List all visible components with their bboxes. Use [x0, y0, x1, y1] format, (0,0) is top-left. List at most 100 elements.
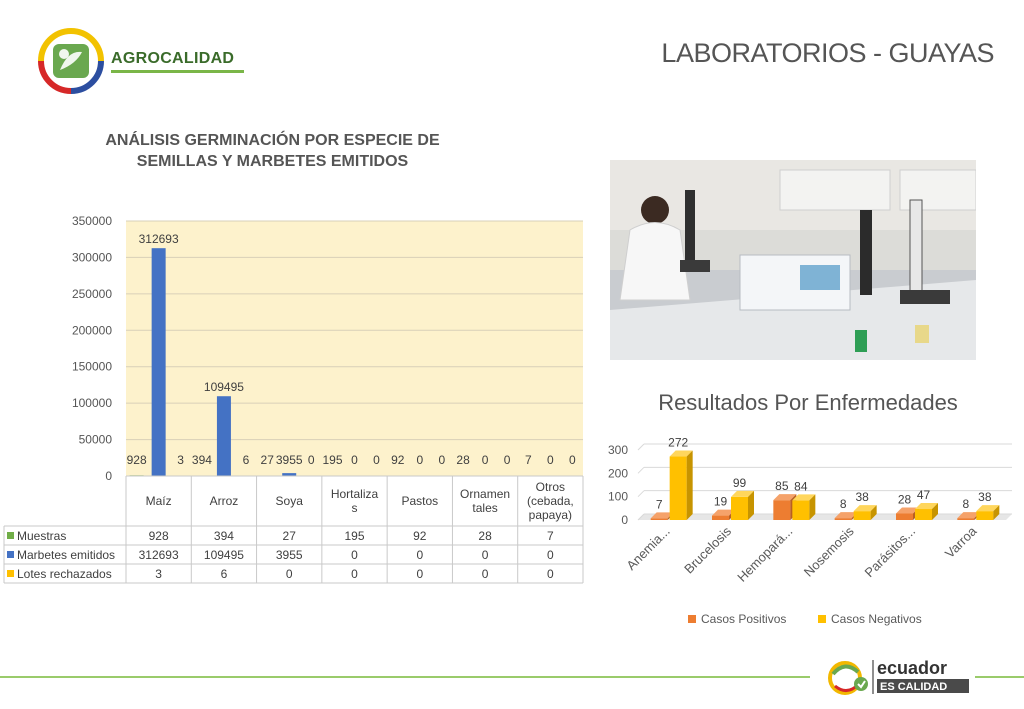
chart2-floor — [638, 514, 1012, 520]
chart1-category-label: papaya) — [529, 508, 572, 522]
chart2-bar-negativos — [669, 450, 693, 520]
chart2-bar-top — [853, 505, 877, 512]
chart2-bar-top — [792, 494, 816, 501]
chart2-bar-front — [853, 511, 871, 520]
chart2-data-label: 85 — [775, 479, 789, 493]
chart2-bar-negativos — [792, 494, 816, 520]
chart1-table-cell: 0 — [482, 548, 489, 562]
svg-text:ecuador: ecuador — [877, 658, 947, 678]
chart1-bar-marbetes — [282, 473, 297, 476]
chart1-table-cell: 195 — [344, 529, 364, 543]
chart1-y-tick-label: 150000 — [72, 360, 112, 374]
footer-rule-right — [975, 676, 1024, 678]
chart1-data-label: 0 — [504, 453, 511, 467]
chart1-table-cell: 0 — [351, 567, 358, 581]
chart1-category-label: Maíz — [146, 494, 172, 508]
chart2-bar-front — [731, 496, 748, 520]
chart1-data-label: 195 — [322, 453, 342, 467]
lab-photo — [610, 160, 976, 360]
chart2-bar-top — [834, 512, 858, 519]
chart1-category-label: Pastos — [401, 494, 438, 508]
chart2-bar-negativos — [731, 490, 754, 520]
chart1-category-label: Arroz — [210, 494, 239, 508]
chart2-data-label: 7 — [656, 497, 663, 511]
chart1-table-cell: 7 — [547, 529, 554, 543]
chart1-bar-marbetes — [151, 248, 166, 476]
chart2-data-label: 8 — [840, 497, 847, 511]
chart1-category-label: Hortaliza — [331, 487, 379, 501]
chart2-data-label: 19 — [714, 495, 728, 509]
chart2-bar-top — [669, 450, 693, 457]
brand-name: AGROCALIDAD — [111, 50, 235, 67]
ecuador-es-calidad-logo-icon: ecuador ES CALIDAD — [828, 658, 969, 695]
chart2-bar-front — [712, 515, 729, 520]
chart1-data-label: 3955 — [276, 453, 303, 467]
footer-rule — [0, 676, 810, 678]
chart1-data-label: 28 — [456, 453, 470, 467]
chart2-title: Resultados Por Enfermedades — [658, 390, 958, 415]
chart2-bar-side — [686, 450, 693, 520]
chart2-y-tick-label: 100 — [608, 490, 628, 504]
chart2-data-label: 38 — [855, 490, 869, 504]
chart2-gridline — [637, 490, 645, 498]
chart1-category-label: s — [352, 501, 358, 515]
chart2-y-tick-label: 200 — [608, 466, 628, 480]
chart2-bar-side — [993, 505, 1000, 520]
chart1-plot-area — [126, 221, 583, 476]
chart1-table-cell: 0 — [416, 548, 423, 562]
chart1-data-label: 0 — [438, 453, 445, 467]
chart2-bar-top — [896, 507, 919, 514]
chart2-bar-negativos — [976, 505, 1000, 520]
chart2-gridline — [637, 513, 645, 521]
chart1-y-tick-label: 100000 — [72, 396, 112, 410]
chart2-bar-top — [773, 494, 797, 501]
chart1-table-cell: 3 — [155, 567, 162, 581]
chart1-y-tick-label: 0 — [105, 469, 112, 483]
chart1-data-label: 92 — [391, 453, 405, 467]
chart1-table-cell: 0 — [547, 548, 554, 562]
svg-text:ES CALIDAD: ES CALIDAD — [880, 681, 947, 693]
chart1-y-tick-label: 200000 — [72, 323, 112, 337]
chart2-legend-swatch — [818, 615, 826, 623]
chart1-table-cell: 92 — [413, 529, 427, 543]
chart1-data-label: 0 — [482, 453, 489, 467]
chart1-legend-swatch — [7, 532, 14, 539]
chart2-bar-front — [669, 456, 687, 520]
chart2-category-label: Parásitos... — [862, 524, 919, 581]
chart1-y-tick-label: 250000 — [72, 287, 112, 301]
chart2-bar-front — [773, 500, 791, 520]
chart1-legend-label: Lotes rechazados — [17, 567, 112, 581]
chart2-y-tick-label: 0 — [621, 513, 628, 527]
chart1-data-label: 7 — [525, 453, 532, 467]
chart1-category-label: Soya — [276, 494, 304, 508]
disease-results-chart: 0 100 200 300 7 272 Anemia... 19 99 Brucelosis 85 8… — [608, 436, 1012, 626]
chart1-data-label: 0 — [308, 453, 315, 467]
chart1-table-cell: 0 — [482, 567, 489, 581]
chart2-data-label: 38 — [978, 490, 992, 504]
chart2-data-label: 28 — [898, 492, 912, 506]
chart1-table-cell: 394 — [214, 529, 234, 543]
chart2-data-label: 47 — [917, 488, 931, 502]
chart1-table-cell: 28 — [478, 529, 492, 543]
chart2-bar-negativos — [915, 503, 938, 520]
chart2-bar-top — [731, 490, 754, 497]
chart1-data-label: 0 — [547, 453, 554, 467]
chart1-data-label: 0 — [569, 453, 576, 467]
chart1-data-label: 6 — [243, 453, 250, 467]
chart1-y-tick-label: 50000 — [79, 433, 113, 447]
chart1-data-label: 0 — [416, 453, 423, 467]
chart2-category-label: Varroa — [942, 523, 980, 561]
chart2-bar-top — [650, 512, 674, 519]
chart1-category-label: (cebada, — [527, 494, 574, 508]
chart1-table-cell: 0 — [547, 567, 554, 581]
chart1-table-cell: 0 — [286, 567, 293, 581]
page-title: LABORATORIOS - GUAYAS — [661, 38, 994, 68]
chart1-data-label: 3 — [177, 453, 184, 467]
chart2-bar-side — [932, 503, 938, 520]
chart1-data-label: 27 — [261, 453, 275, 467]
chart1-category-label: Ornamen — [460, 487, 510, 501]
chart2-gridline — [637, 466, 645, 474]
chart2-bar-side — [748, 490, 754, 520]
germination-chart: 0500001000001500002000002500003000003500… — [3, 214, 584, 584]
chart2-legend-swatch — [688, 615, 696, 623]
